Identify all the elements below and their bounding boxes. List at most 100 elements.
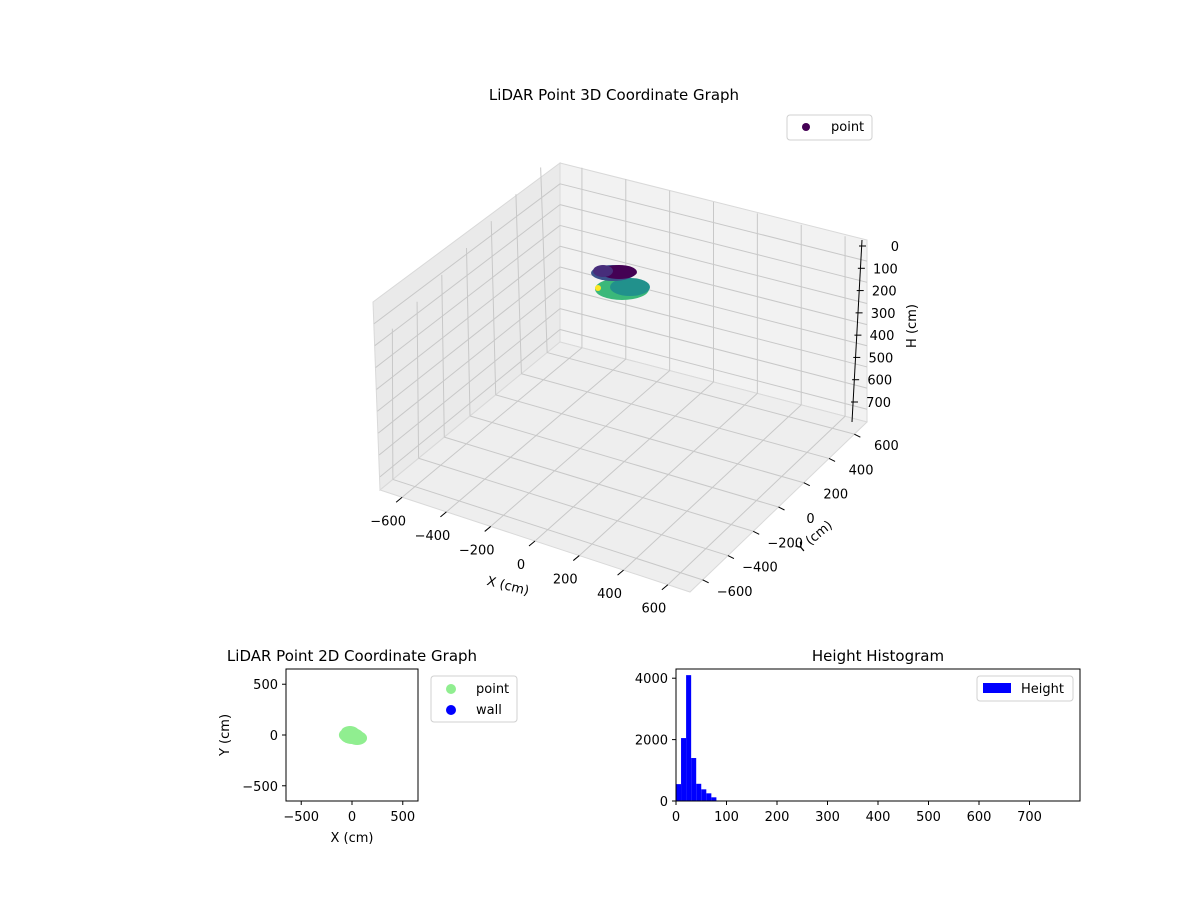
histogram-title: Height Histogram [812,647,944,665]
grid-line-h-left [373,183,561,325]
grid-line-y-wall [416,301,420,459]
histogram-bar [696,783,702,801]
ticks-3d: −600−400−2000200400600−600−400−200020040… [370,239,899,617]
chart-3d: −600−400−2000200400600−600−400−200020040… [370,86,920,617]
grid-line-h-right [559,328,868,410]
x-tick-label-3d: 200 [553,573,578,588]
x-tick-label-2d: −500 [283,810,319,825]
x-tick-label-hist: 400 [866,810,891,825]
grid-line-y [521,373,830,459]
x-tick-mark-3d [440,511,447,518]
z-axis-label-3d: H (cm) [905,304,920,348]
z-tick-label-3d: 100 [873,262,898,277]
histogram-bar [686,675,692,801]
point-cluster-2d [338,725,368,746]
y-tick-label-3d: 200 [823,488,848,503]
x-axis-label-3d: X (cm) [485,574,530,599]
ticks-hist: 0 100 200 300 400 500 600 700 0 2000 4000 [635,672,1042,825]
y-tick-label-hist: 2000 [635,734,668,749]
grid-line-h-left [376,245,561,390]
grid-line-y [547,352,855,435]
legend-hist: Height [976,675,1074,702]
grid-line-y-wall [540,167,548,353]
y-tick-label-hist: 4000 [635,672,668,687]
point-blob-mid [610,278,650,296]
y-tick-mark-3d [727,555,735,560]
grid-line-y-wall [391,328,394,480]
point-blob-yellow [595,285,601,291]
histogram-bar [676,784,682,801]
legend-3d: point [786,114,873,141]
histogram-bar [706,793,712,801]
histogram-bar [681,738,687,801]
x-tick-label-2d: 0 [348,810,356,825]
legend-label-point: point [831,120,864,135]
legend-marker-point-2d [446,684,456,694]
grid-line-h-right [559,183,868,262]
ticks-2d: −500 −500 0 0 500 500 [242,678,415,825]
grid-line-h-left [379,329,561,478]
x-tick-mark-3d [617,569,624,576]
point-cluster-3d [591,265,650,300]
legend-label-wall: wall [476,703,502,718]
x-tick-label-hist: 700 [1017,810,1042,825]
x-tick-label-3d: −600 [370,514,406,529]
grid-line-y-wall [515,194,522,374]
legend-marker-wall [446,705,456,715]
y-tick-mark-3d [854,433,861,438]
grid-line-y [418,457,729,557]
point-blob-top2 [593,265,613,277]
y-tick-label-3d: 0 [806,512,814,527]
chart-2d-title: LiDAR Point 2D Coordinate Graph [227,647,477,665]
y-tick-label-3d: −400 [742,561,778,576]
z-tick-label-3d: 300 [871,307,896,322]
grid-line-h-right [559,224,868,304]
x-tick-label-hist: 200 [765,810,790,825]
grid-line-h-right [559,287,868,368]
x-tick-label-hist: 100 [714,810,739,825]
legend-label-height: Height [1021,682,1064,697]
z-tick-label-3d: 500 [868,351,893,366]
x-tick-label-3d: 400 [597,587,622,602]
x-tick-mark-3d [484,526,492,532]
y-tick-label-2d: −500 [242,780,278,795]
histogram-bars [676,675,717,801]
z-tick-label-3d: 200 [872,285,897,300]
point-blob-2d [338,729,353,741]
x-tick-label-2d: 500 [390,810,415,825]
z-tick-label-3d: 600 [867,374,892,389]
y-tick-mark-3d [752,530,760,535]
y-tick-label-hist: 0 [660,795,668,810]
y-tick-label-2d: 0 [270,729,278,744]
y-tick-mark-3d [828,457,836,462]
z-tick-label-3d: 0 [891,240,899,255]
x-tick-label-3d: −200 [459,543,495,558]
x-tick-mark-3d [528,540,536,547]
x-tick-label-hist: 0 [672,810,680,825]
x-tick-label-hist: 600 [967,810,992,825]
x-tick-label-hist: 500 [916,810,941,825]
x-axis-label-2d: X (cm) [331,831,374,846]
histogram-bar [691,758,697,801]
grid-line-y-wall [441,274,445,438]
grid-line-h-left [377,287,561,434]
y-tick-label-3d: 600 [874,439,899,454]
histogram-bar [701,789,707,801]
z-axis-line-3d [851,239,863,423]
y-tick-mark-3d [803,482,811,487]
grid-line-y [392,478,703,581]
y-tick-mark-3d [778,506,785,511]
y-tick-label-3d: 400 [849,463,874,478]
x-tick-label-3d: 600 [641,602,666,617]
x-tick-mark-3d [661,584,669,591]
x-tick-mark-3d [395,496,403,503]
legend-marker-point [802,123,810,131]
grid-line-h-left [377,266,561,412]
histogram-bar [711,797,717,801]
y-tick-label-3d: −200 [767,536,803,551]
chart-2d: LiDAR Point 2D Coordinate Graph −500 −500… [218,647,518,846]
x-tick-mark-3d [572,555,580,561]
grid-line-h-right [559,308,868,389]
y-tick-mark-3d [702,579,709,584]
